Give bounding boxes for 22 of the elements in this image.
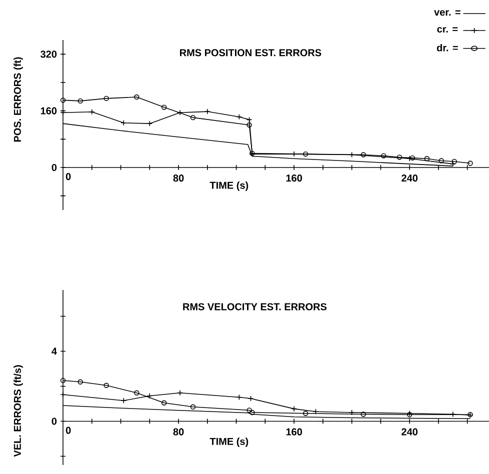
y-tick-label: 160	[40, 107, 57, 114]
y-tick-label: 0	[52, 418, 57, 425]
x-tick-label: 240	[402, 428, 418, 436]
x-axis-title: TIME (s)	[210, 438, 248, 447]
text: RMS POSITION EST. ERRORS	[180, 49, 322, 56]
legend-label: dr. =	[436, 44, 458, 52]
x-tick-label: 240	[402, 174, 418, 182]
y-tick-label: 0	[52, 164, 57, 172]
x-tick-label: 160	[286, 174, 302, 182]
legend-label: cr. =	[437, 27, 458, 33]
x-tick-label: 80	[173, 428, 184, 436]
x-tick-label: 160	[286, 428, 302, 436]
legend-label: ver. =	[434, 10, 460, 16]
y-tick-label: 4	[52, 348, 57, 355]
y-axis-title: VEL. ERRORS (ft/s)	[14, 365, 23, 457]
y-axis-title: POS. ERRORS (ft)	[14, 57, 23, 142]
x-tick-label: 80	[173, 174, 184, 182]
x-tick-label: 0	[66, 173, 71, 180]
text: RMS VELOCITY EST. ERRORS	[183, 303, 327, 310]
x-axis-title: TIME (s)	[210, 182, 248, 191]
y-tick-label: 320	[40, 50, 57, 58]
x-tick-label: 0	[66, 426, 71, 434]
